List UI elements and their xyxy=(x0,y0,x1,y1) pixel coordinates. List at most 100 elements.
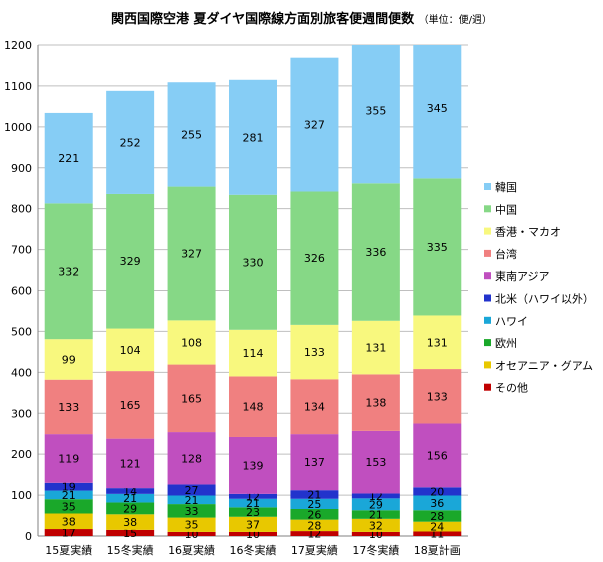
data-label: 15 xyxy=(123,527,137,540)
bar-segment xyxy=(106,371,155,439)
legend-swatch xyxy=(484,316,491,324)
data-label: 121 xyxy=(120,457,141,470)
bar-segment xyxy=(167,82,216,187)
data-label: 332 xyxy=(58,265,79,278)
legend-swatch xyxy=(484,339,491,347)
x-tick-label: 18夏計画 xyxy=(414,543,461,557)
bar-segment xyxy=(106,438,155,489)
data-label: 114 xyxy=(243,347,264,360)
legend-swatch xyxy=(484,205,491,213)
y-tick-label: 800 xyxy=(11,203,32,216)
bar-segment xyxy=(290,324,339,380)
data-label: 131 xyxy=(365,342,386,355)
bar-segment xyxy=(44,482,93,491)
bar-segment xyxy=(290,508,339,520)
legend-label: 東南アジア xyxy=(495,270,550,283)
bar-segment xyxy=(290,519,339,532)
legend-label: 欧州 xyxy=(495,337,517,350)
bar-segment xyxy=(351,518,400,532)
data-label: 23 xyxy=(246,506,260,519)
legend-label: その他 xyxy=(495,382,528,395)
bar-segment xyxy=(106,90,155,194)
data-label: 327 xyxy=(181,247,202,260)
bar-segment xyxy=(229,507,277,517)
data-label: 329 xyxy=(120,255,141,268)
data-label: 19 xyxy=(62,481,76,494)
legend-swatch xyxy=(484,249,491,257)
bar-segment xyxy=(106,488,155,494)
bar-segment xyxy=(290,379,339,435)
data-label: 138 xyxy=(365,397,386,410)
chart-title: 関西国際空港 夏ダイヤ国際線方面別旅客便週間便数 （単位：便/週） xyxy=(0,8,603,27)
data-label: 335 xyxy=(427,241,448,254)
bar-segment xyxy=(290,498,339,509)
data-label: 133 xyxy=(427,390,448,403)
data-label: 17 xyxy=(62,527,76,540)
x-tick-label: 15冬実績 xyxy=(107,543,154,557)
data-label: 137 xyxy=(304,456,325,469)
data-label: 35 xyxy=(185,519,199,532)
data-label: 330 xyxy=(243,256,264,269)
bar-segment xyxy=(351,498,400,511)
bar-segment xyxy=(413,315,462,370)
bar-segment xyxy=(44,513,93,530)
data-label: 21 xyxy=(123,492,137,505)
legend-label: ハワイ xyxy=(495,315,528,328)
data-label: 131 xyxy=(427,336,448,349)
data-label: 28 xyxy=(307,519,321,532)
y-tick-label: 500 xyxy=(11,325,32,338)
bar-segment xyxy=(167,531,216,536)
data-label: 165 xyxy=(120,399,141,412)
legend-label: 中国 xyxy=(495,203,517,216)
bar-segment xyxy=(351,493,400,499)
data-label: 29 xyxy=(123,502,137,515)
data-label: 165 xyxy=(181,392,202,405)
data-label: 345 xyxy=(427,102,448,115)
bar-segment xyxy=(351,320,400,375)
y-tick-label: 400 xyxy=(11,366,32,379)
data-label: 21 xyxy=(246,497,260,510)
data-label: 36 xyxy=(430,497,444,510)
data-label: 336 xyxy=(365,246,386,259)
data-label: 326 xyxy=(304,252,325,265)
legend-label: 北米（ハワイ以外） xyxy=(495,293,594,306)
data-label: 221 xyxy=(58,152,79,165)
legend-swatch xyxy=(484,361,491,369)
bar-segment xyxy=(167,186,216,321)
data-label: 153 xyxy=(365,456,386,469)
x-tick-label: 15夏実績 xyxy=(45,543,92,557)
data-label: 26 xyxy=(307,508,321,521)
bar-segment xyxy=(351,374,400,431)
data-label: 255 xyxy=(181,128,202,141)
legend-swatch xyxy=(484,383,491,391)
y-tick-label: 900 xyxy=(11,162,32,175)
bar-segment xyxy=(351,510,400,519)
bar-segment xyxy=(106,502,155,515)
data-label: 327 xyxy=(304,119,325,132)
bar-segment xyxy=(106,328,155,372)
data-label: 20 xyxy=(430,485,444,498)
legend-swatch xyxy=(484,183,491,190)
bar-segment xyxy=(167,495,216,505)
bar-segment xyxy=(229,516,277,532)
data-label: 104 xyxy=(120,344,141,357)
bar-segment xyxy=(229,493,277,499)
legend-swatch xyxy=(484,227,491,235)
bar-segment xyxy=(229,498,277,508)
bar-segment xyxy=(413,521,462,532)
bar-segment xyxy=(290,531,339,536)
y-tick-label: 600 xyxy=(11,285,32,298)
bar-segment xyxy=(290,57,339,192)
data-label: 14 xyxy=(123,485,137,498)
legend-label: 韓国 xyxy=(495,181,517,194)
bar-segment xyxy=(44,499,93,514)
y-tick-label: 1200 xyxy=(4,39,32,52)
data-label: 139 xyxy=(243,459,264,472)
legend-label: オセアニア・グアム xyxy=(495,358,593,372)
bar-segment xyxy=(167,484,216,496)
data-label: 38 xyxy=(123,516,137,529)
data-label: 21 xyxy=(369,509,383,522)
bar-segment xyxy=(167,364,216,433)
bar-segment xyxy=(44,203,93,340)
